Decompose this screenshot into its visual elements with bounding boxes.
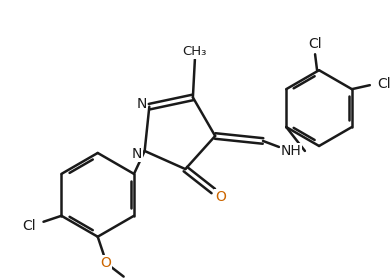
Text: O: O — [100, 256, 111, 270]
Text: CH₃: CH₃ — [183, 45, 207, 58]
Text: Cl: Cl — [377, 77, 391, 91]
Text: N: N — [131, 147, 142, 161]
Text: Cl: Cl — [308, 37, 322, 51]
Text: O: O — [215, 190, 226, 204]
Text: N: N — [136, 97, 147, 111]
Text: NH: NH — [281, 144, 301, 158]
Text: Cl: Cl — [23, 219, 36, 233]
